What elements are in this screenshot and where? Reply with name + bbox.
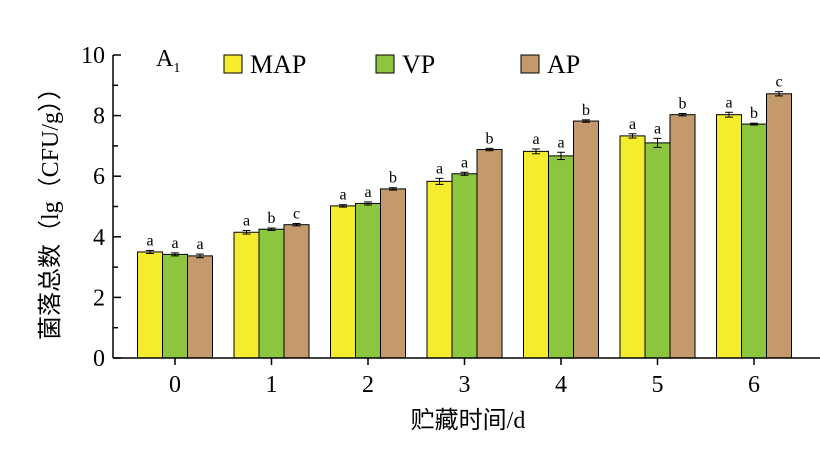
legend-swatch-map [223, 54, 243, 74]
significance-letter-vp-5: a [654, 120, 661, 137]
significance-letter-ap-6: c [775, 74, 782, 91]
x-tick-label-6: 6 [748, 372, 760, 398]
legend-swatch-vp [375, 54, 395, 74]
y-axis-title: 菌落总数（lg（CFU/g）） [37, 76, 64, 340]
bar-ap-1 [283, 224, 310, 359]
bars-layer: a a aa b ca aba ab a aba ab abc [137, 74, 792, 359]
y-tick-label-6: 6 [93, 164, 105, 190]
bar-vp-2 [355, 202, 381, 359]
panel-label: A1 [156, 46, 180, 76]
y-tick-label-10: 10 [81, 43, 105, 69]
bar-map-4 [523, 150, 549, 359]
bar-ap-4 [573, 120, 599, 359]
legend-label-map: MAP [250, 50, 306, 79]
bar-ap-5 [669, 114, 696, 359]
significance-letter-map-6: a [725, 94, 732, 111]
y-tick-label-2: 2 [93, 285, 105, 311]
bar-ap-0 [187, 255, 213, 359]
bar-map-6 [716, 114, 742, 359]
y-tick-label-4: 4 [93, 225, 105, 251]
bar-vp-5 [644, 142, 671, 359]
bar-vp-0 [162, 253, 188, 359]
significance-letter-map-4: a [532, 131, 539, 148]
x-tick-label-0: 0 [169, 372, 181, 398]
bar-vp-1 [258, 228, 285, 359]
significance-letter-map-1: a [243, 212, 250, 229]
bar-vp-6 [741, 123, 767, 359]
significance-letter-map-3: a [436, 160, 443, 177]
bar-vp-4 [548, 155, 574, 359]
bar-map-0 [137, 251, 163, 359]
legend-swatch-ap [520, 54, 540, 74]
significance-letter-ap-1: c [293, 205, 300, 222]
x-tick-label-3: 3 [459, 372, 471, 398]
bar-ap-2 [380, 188, 406, 359]
significance-letter-ap-2: b [389, 170, 397, 187]
panel-label-main: A [156, 46, 174, 72]
significance-letter-map-2: a [339, 187, 346, 204]
x-tick-label-4: 4 [555, 372, 567, 398]
legend-label-vp: VP [402, 50, 435, 79]
axes-layer: 0 1 2 3 4 5 6 0 2 4 6 8 10 [81, 43, 820, 398]
y-tick-label-8: 8 [93, 104, 105, 130]
bar-vp-3 [451, 173, 478, 359]
bar-ap-6 [766, 93, 792, 359]
significance-letter-vp-4: a [557, 134, 564, 151]
bar-map-1 [233, 231, 260, 359]
x-tick-label-5: 5 [652, 372, 664, 398]
x-tick-label-1: 1 [266, 372, 278, 398]
significance-letter-ap-0: a [196, 236, 203, 253]
legend-label-ap: AP [547, 50, 580, 79]
significance-letter-ap-4: b [582, 102, 590, 119]
significance-letter-vp-2: a [364, 184, 371, 201]
bar-map-3 [426, 180, 453, 359]
significance-letter-map-5: a [629, 116, 636, 133]
significance-letter-map-0: a [146, 232, 153, 249]
bar-map-2 [330, 205, 356, 359]
x-axis-title: 贮藏时间/d [411, 407, 526, 434]
bar-map-5 [619, 135, 646, 359]
x-tick-label-2: 2 [362, 372, 374, 398]
significance-letter-vp-3: a [461, 154, 468, 171]
significance-letter-vp-6: b [750, 105, 758, 122]
y-tick-label-0: 0 [93, 346, 105, 372]
significance-letter-ap-3: b [486, 130, 494, 147]
significance-letter-vp-0: a [171, 235, 178, 252]
significance-letter-vp-1: b [268, 210, 276, 227]
panel-label-subscript: 1 [173, 61, 180, 76]
bar-ap-3 [476, 149, 503, 359]
significance-letter-ap-5: b [679, 95, 687, 112]
legend: MAP VP AP [223, 50, 580, 79]
